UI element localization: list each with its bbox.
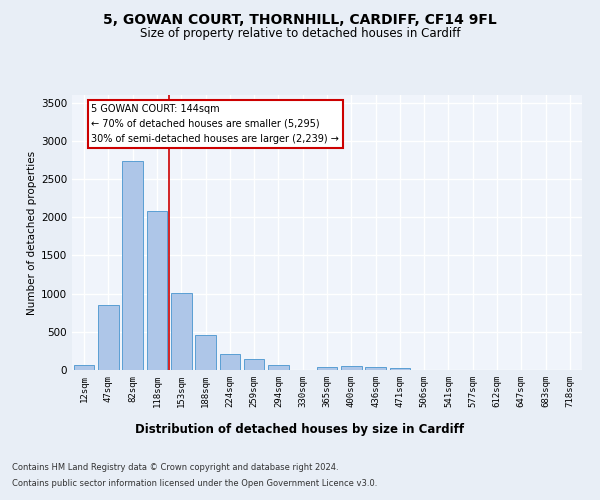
Bar [268, 366, 289, 370]
Text: 5 GOWAN COURT: 144sqm
← 70% of detached houses are smaller (5,295)
30% of semi-d: 5 GOWAN COURT: 144sqm ← 70% of detached … [91, 104, 340, 144]
Bar [244, 359, 265, 370]
Text: Contains public sector information licensed under the Open Government Licence v3: Contains public sector information licen… [12, 479, 377, 488]
Bar [341, 366, 362, 370]
Bar [389, 368, 410, 370]
Bar [146, 211, 167, 370]
Text: Contains HM Land Registry data © Crown copyright and database right 2024.: Contains HM Land Registry data © Crown c… [12, 462, 338, 471]
Bar [122, 162, 143, 370]
Text: Size of property relative to detached houses in Cardiff: Size of property relative to detached ho… [140, 28, 460, 40]
Text: 5, GOWAN COURT, THORNHILL, CARDIFF, CF14 9FL: 5, GOWAN COURT, THORNHILL, CARDIFF, CF14… [103, 12, 497, 26]
Bar [365, 368, 386, 370]
Bar [74, 365, 94, 370]
Bar [220, 354, 240, 370]
Bar [317, 366, 337, 370]
Text: Distribution of detached houses by size in Cardiff: Distribution of detached houses by size … [136, 422, 464, 436]
Y-axis label: Number of detached properties: Number of detached properties [27, 150, 37, 314]
Bar [171, 293, 191, 370]
Bar [195, 335, 216, 370]
Bar [98, 304, 119, 370]
